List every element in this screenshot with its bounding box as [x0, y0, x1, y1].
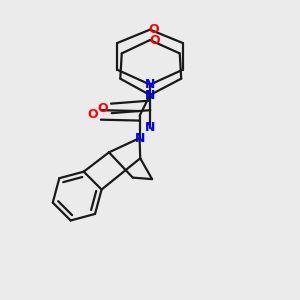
Text: N: N [145, 78, 155, 91]
Text: O: O [87, 108, 98, 122]
Text: N: N [145, 121, 155, 134]
Text: N: N [145, 88, 155, 101]
Text: O: O [149, 34, 160, 46]
Text: O: O [148, 23, 159, 36]
Text: O: O [98, 102, 108, 115]
Text: N: N [134, 132, 145, 145]
